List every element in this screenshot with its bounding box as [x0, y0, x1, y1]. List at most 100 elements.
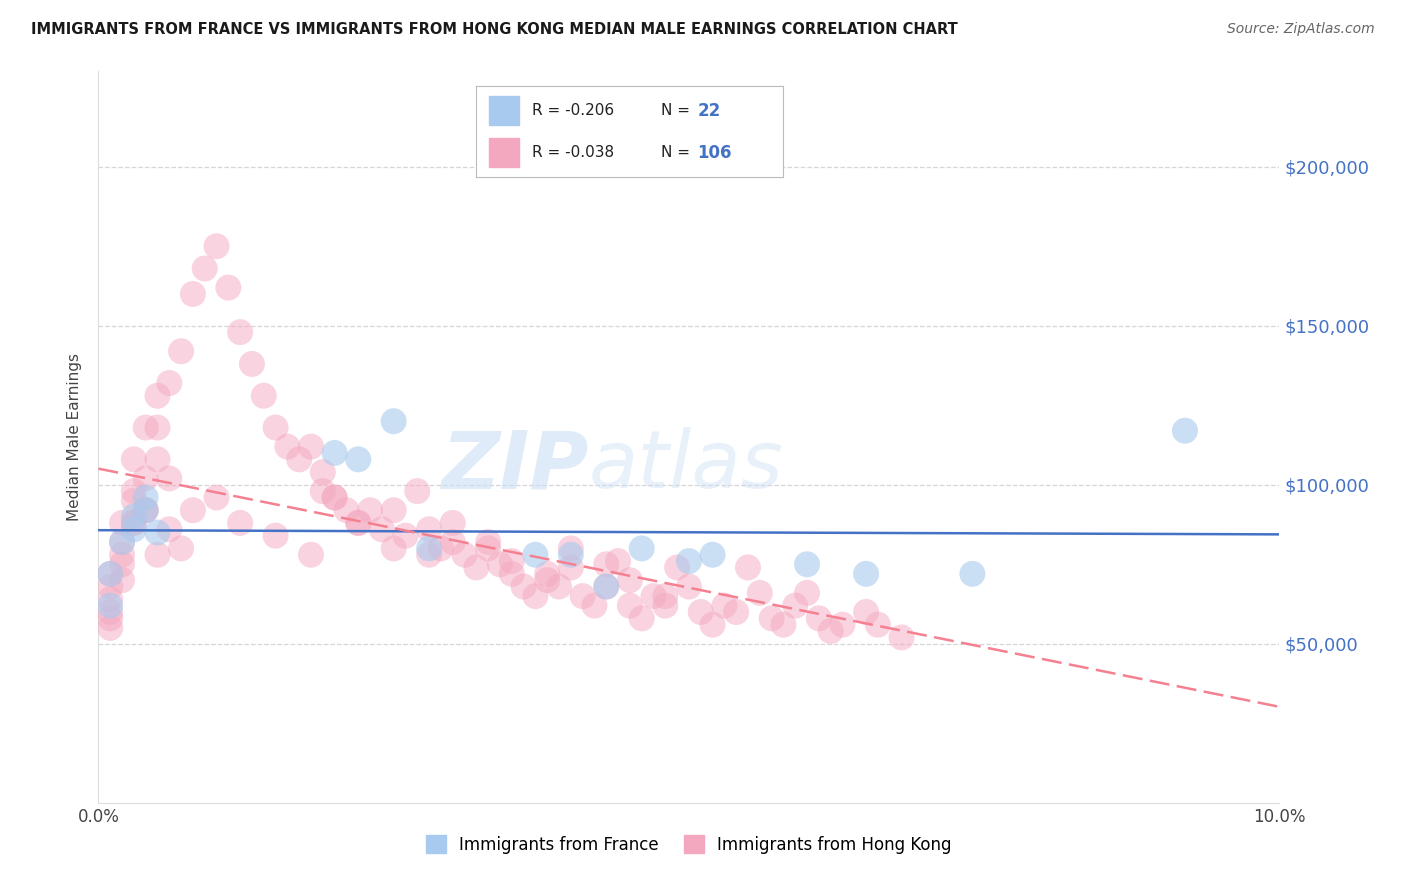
Point — [689, 605, 711, 619]
Point — [146, 548, 169, 562]
Point — [962, 566, 984, 581]
Point — [312, 465, 335, 479]
Point — [98, 621, 121, 635]
Point — [394, 529, 416, 543]
Point — [855, 605, 877, 619]
Point — [630, 611, 652, 625]
Point — [785, 599, 807, 613]
Point — [135, 503, 157, 517]
Point — [98, 592, 121, 607]
Point — [98, 611, 121, 625]
Point — [371, 522, 394, 536]
Point — [536, 573, 558, 587]
Point — [323, 446, 346, 460]
Point — [276, 440, 298, 454]
Point — [111, 573, 134, 587]
Point — [796, 586, 818, 600]
Point — [135, 491, 157, 505]
Point — [253, 389, 276, 403]
Point — [122, 509, 145, 524]
Point — [666, 560, 689, 574]
Point — [181, 503, 204, 517]
Text: Source: ZipAtlas.com: Source: ZipAtlas.com — [1227, 22, 1375, 37]
Point — [122, 516, 145, 530]
Point — [737, 560, 759, 574]
Point — [406, 484, 429, 499]
Point — [583, 599, 606, 613]
Point — [772, 617, 794, 632]
Point — [643, 589, 665, 603]
Point — [713, 599, 735, 613]
Point — [382, 503, 405, 517]
Point — [595, 580, 617, 594]
Point — [761, 611, 783, 625]
Legend: Immigrants from France, Immigrants from Hong Kong: Immigrants from France, Immigrants from … — [419, 829, 959, 860]
Point — [122, 484, 145, 499]
Point — [157, 471, 180, 485]
Point — [111, 548, 134, 562]
Point — [855, 566, 877, 581]
Point — [453, 548, 475, 562]
Point — [299, 440, 322, 454]
Point — [501, 566, 523, 581]
Point — [548, 580, 571, 594]
Point — [619, 573, 641, 587]
Y-axis label: Median Male Earnings: Median Male Earnings — [67, 353, 83, 521]
Point — [170, 344, 193, 359]
Point — [560, 560, 582, 574]
Point — [831, 617, 853, 632]
Point — [98, 605, 121, 619]
Point — [501, 554, 523, 568]
Point — [595, 580, 617, 594]
Point — [418, 548, 440, 562]
Point — [146, 525, 169, 540]
Point — [122, 493, 145, 508]
Point — [135, 420, 157, 434]
Point — [98, 599, 121, 613]
Point — [524, 548, 547, 562]
Point — [512, 580, 534, 594]
Point — [146, 420, 169, 434]
Point — [890, 631, 912, 645]
Point — [382, 541, 405, 556]
Point — [441, 516, 464, 530]
Point — [465, 560, 488, 574]
Point — [725, 605, 748, 619]
Point — [229, 325, 252, 339]
Point — [312, 484, 335, 499]
Point — [678, 580, 700, 594]
Point — [477, 541, 499, 556]
Point — [194, 261, 217, 276]
Point — [571, 589, 593, 603]
Point — [98, 580, 121, 594]
Point — [359, 503, 381, 517]
Point — [323, 491, 346, 505]
Point — [796, 558, 818, 572]
Point — [607, 554, 630, 568]
Point — [678, 554, 700, 568]
Point — [430, 541, 453, 556]
Point — [595, 558, 617, 572]
Point — [347, 516, 370, 530]
Point — [299, 548, 322, 562]
Point — [122, 522, 145, 536]
Point — [702, 548, 724, 562]
Point — [111, 558, 134, 572]
Point — [157, 522, 180, 536]
Point — [323, 491, 346, 505]
Point — [146, 389, 169, 403]
Point — [524, 589, 547, 603]
Point — [111, 535, 134, 549]
Point — [654, 589, 676, 603]
Point — [1174, 424, 1197, 438]
Point — [418, 522, 440, 536]
Point — [181, 287, 204, 301]
Text: IMMIGRANTS FROM FRANCE VS IMMIGRANTS FROM HONG KONG MEDIAN MALE EARNINGS CORRELA: IMMIGRANTS FROM FRANCE VS IMMIGRANTS FRO… — [31, 22, 957, 37]
Point — [146, 452, 169, 467]
Point — [630, 541, 652, 556]
Point — [654, 599, 676, 613]
Point — [217, 280, 239, 294]
Point — [98, 566, 121, 581]
Point — [702, 617, 724, 632]
Point — [560, 541, 582, 556]
